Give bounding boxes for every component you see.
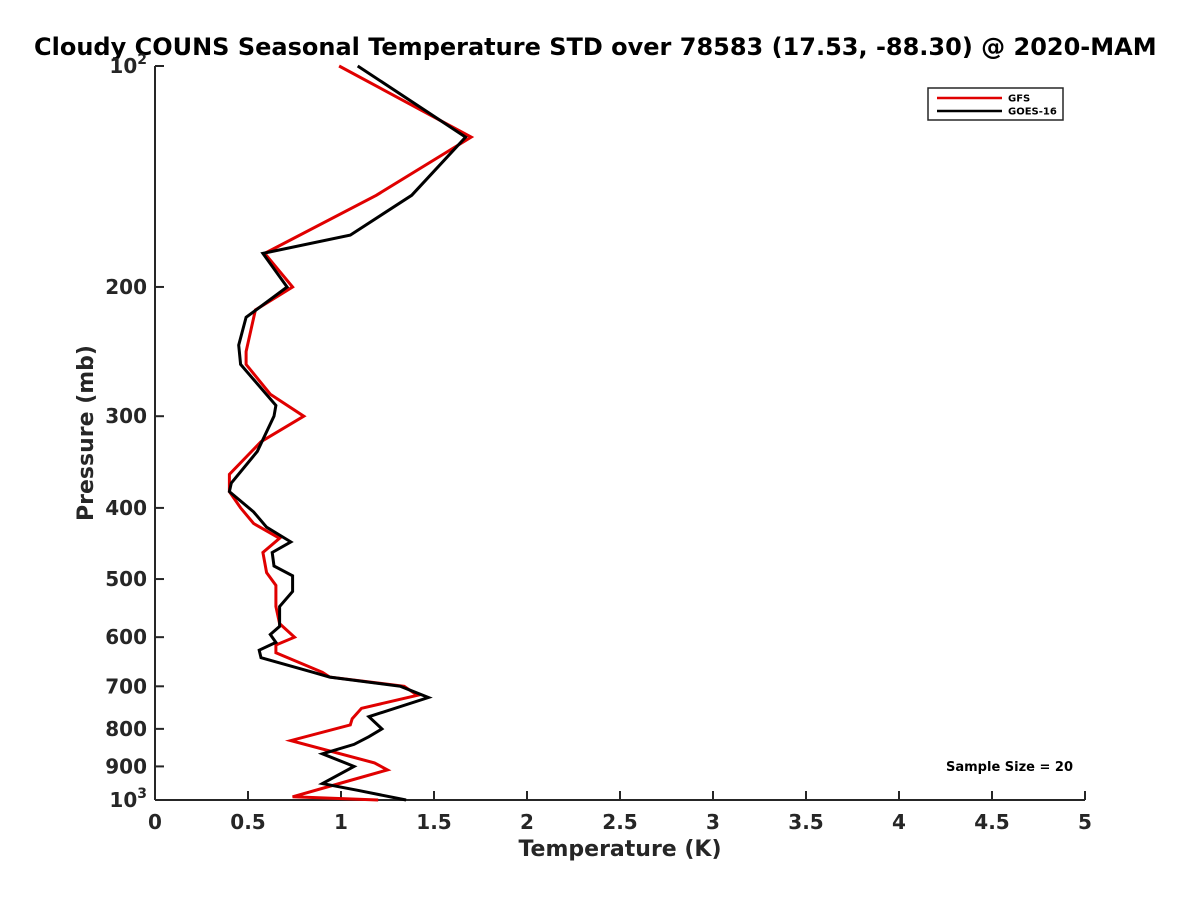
- y-tick-label: 102: [109, 52, 147, 78]
- x-ticks: 0 0.5 1 1.5 2 2.5 3 3.5 4 4.5 5: [148, 791, 1092, 834]
- legend-label: GFS: [1008, 94, 1030, 105]
- plot-area: [154, 66, 1085, 801]
- y-tick-label: 300: [105, 404, 147, 428]
- legend-label: GOES-16: [1008, 107, 1057, 118]
- series-layer: [227, 64, 475, 802]
- x-tick-label: 5: [1078, 810, 1092, 834]
- y-tick-label: 200: [105, 275, 147, 299]
- x-tick-label: 0.5: [230, 810, 265, 834]
- y-tick-label-base: 10: [109, 54, 137, 78]
- x-tick-label: 1: [334, 810, 348, 834]
- x-axis-label: Temperature (K): [518, 837, 721, 862]
- y-tick-label: 103: [109, 786, 147, 812]
- x-tick-label: 2.5: [602, 810, 637, 834]
- y-tick-label: 400: [105, 496, 147, 520]
- chart-title: Cloudy COUNS Seasonal Temperature STD ov…: [34, 33, 1157, 61]
- legend: GFS GOES-16: [927, 87, 1064, 121]
- legend-items: GFS GOES-16: [937, 94, 1057, 118]
- sample-size-annotation: Sample Size = 20: [946, 760, 1073, 775]
- x-tick-label: 4.5: [974, 810, 1009, 834]
- x-tick-label: 3: [706, 810, 720, 834]
- x-tick-label: 2: [520, 810, 534, 834]
- y-tick-label-exponent: 2: [137, 52, 147, 68]
- y-tick-label: 800: [105, 717, 147, 741]
- x-tick-label: 4: [892, 810, 906, 834]
- y-tick-label: 900: [105, 754, 147, 778]
- y-tick-label-exponent: 3: [137, 786, 147, 802]
- y-axis-label: Pressure (mb): [74, 345, 99, 521]
- x-tick-label: 0: [148, 810, 162, 834]
- x-tick-label: 3.5: [788, 810, 823, 834]
- series-line-goes-16: [227, 64, 468, 802]
- x-tick-label: 1.5: [416, 810, 451, 834]
- legend-box: [927, 87, 1064, 121]
- y-tick-label-base: 10: [109, 788, 137, 812]
- y-tick-label: 700: [105, 674, 147, 698]
- series-line-gfs: [227, 64, 475, 802]
- y-tick-label: 500: [105, 567, 147, 591]
- y-tick-label: 600: [105, 625, 147, 649]
